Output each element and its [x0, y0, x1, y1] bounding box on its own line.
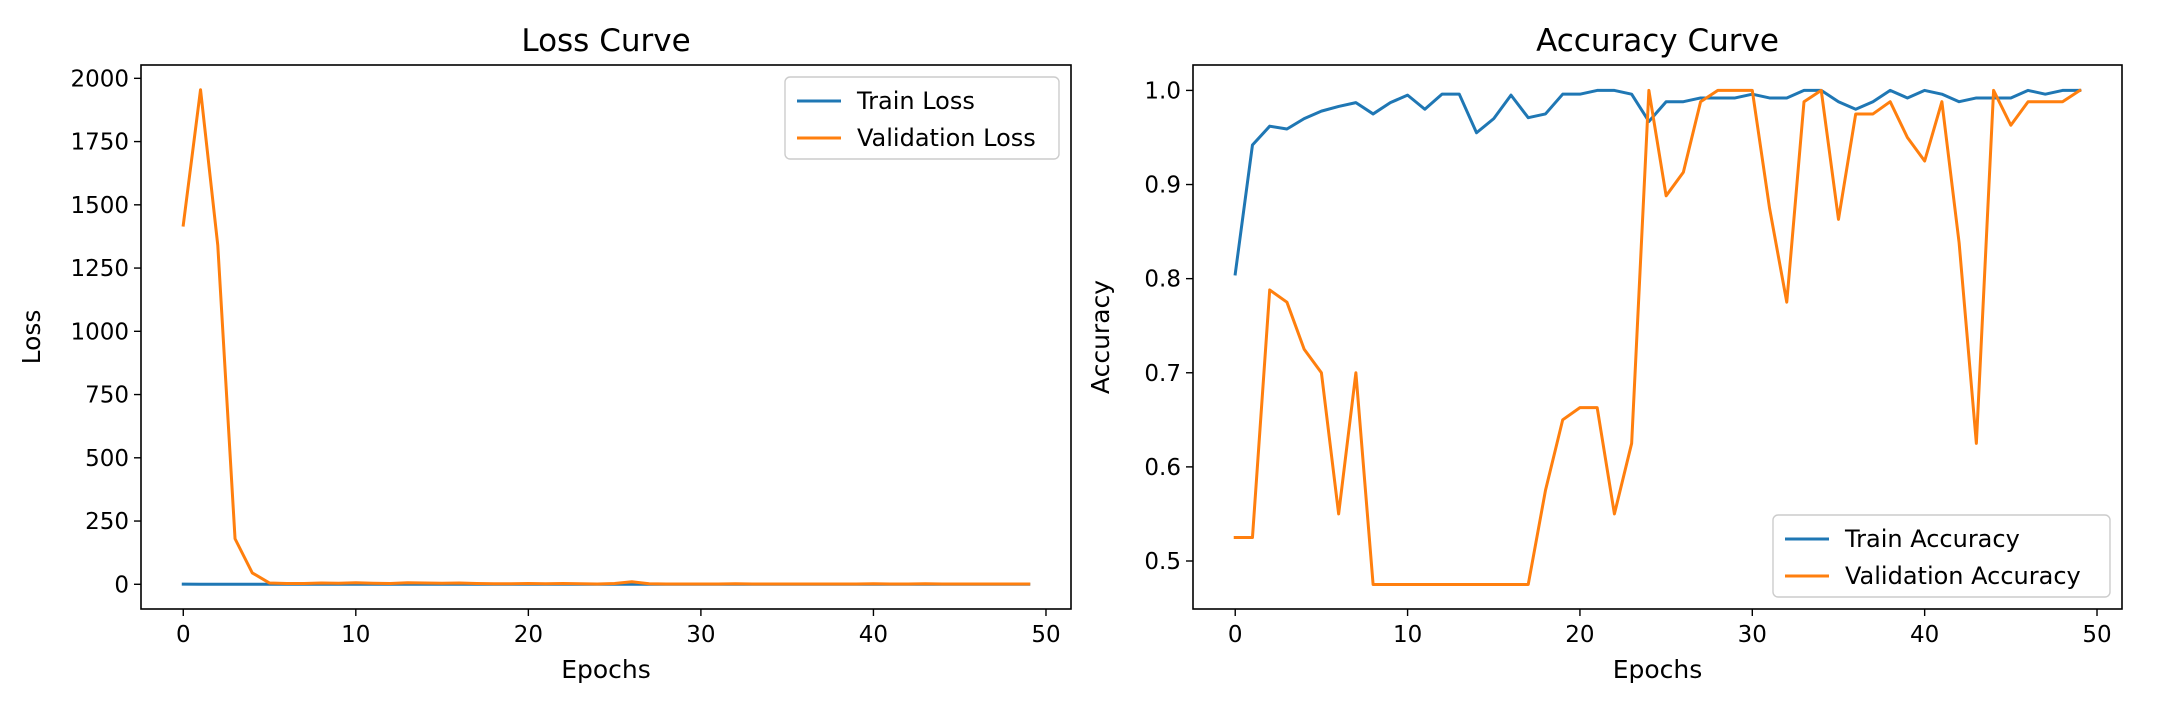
- y-tick-label: 1500: [70, 193, 129, 219]
- legend-label-1: Train Accuracy: [1844, 525, 2020, 553]
- y-axis-label: Loss: [17, 310, 46, 365]
- y-tick-label: 1250: [70, 256, 129, 282]
- x-tick-label: 20: [1565, 622, 1594, 648]
- series-lines: [181, 88, 1031, 586]
- y-tick-label: 1000: [70, 319, 129, 345]
- y-tick-label: 750: [85, 383, 129, 409]
- x-axis-label: Epochs: [1613, 655, 1703, 684]
- x-tick-label: 20: [514, 622, 543, 648]
- legend-box: [784, 76, 1060, 160]
- y-tick-label: 0.8: [1144, 267, 1181, 293]
- x-tick-label: 0: [176, 622, 191, 648]
- y-tick-label: 0.9: [1144, 173, 1181, 199]
- axes-frame: [140, 64, 1072, 610]
- y-tick-label: 0.6: [1144, 455, 1181, 481]
- x-tick-label: 30: [686, 622, 715, 648]
- y-tick-label: 0: [114, 572, 129, 598]
- y-axis-label: Accuracy: [1086, 280, 1115, 394]
- y-tick-label: 0.7: [1144, 361, 1181, 387]
- y-tick-label: 2000: [70, 66, 129, 92]
- x-tick-label: 50: [1031, 622, 1060, 648]
- x-tick-label: 50: [2082, 622, 2111, 648]
- legend-label-1: Train Loss: [856, 87, 975, 115]
- y-tick-label: 1.0: [1144, 78, 1181, 104]
- legend-label-2: Validation Loss: [857, 124, 1036, 152]
- chart-title: Accuracy Curve: [1536, 23, 1779, 59]
- series-line-2: [181, 88, 1031, 586]
- y-tick-label: 250: [85, 509, 129, 535]
- x-tick-label: 30: [1738, 622, 1767, 648]
- x-tick-label: 10: [1393, 622, 1422, 648]
- legend: Train Accuracy Validation Accuracy: [1772, 514, 2111, 598]
- y-tick-label: 0.5: [1144, 549, 1181, 575]
- x-tick-label: 0: [1228, 622, 1243, 648]
- x-axis-label: Epochs: [561, 655, 651, 684]
- y-tick-label: 500: [85, 446, 129, 472]
- chart-2: Accuracy Curve 0 10 20 30 40 50 0.5 0.6 0.7 0.8 0.9…: [1086, 23, 2123, 684]
- legend-label-2: Validation Accuracy: [1845, 562, 2081, 590]
- legend: Train Loss Validation Loss: [784, 76, 1060, 160]
- x-tick-label: 40: [859, 622, 888, 648]
- series-line-1: [1233, 88, 2082, 276]
- legend-box: [1772, 514, 2111, 598]
- x-tick-label: 40: [1910, 622, 1939, 648]
- x-tick-label: 10: [341, 622, 370, 648]
- chart-title: Loss Curve: [521, 23, 690, 59]
- series-lines: [1233, 88, 2082, 587]
- series-line-2: [1233, 88, 2082, 587]
- axes-frame: [1192, 64, 2123, 610]
- y-tick-label: 1750: [70, 130, 129, 156]
